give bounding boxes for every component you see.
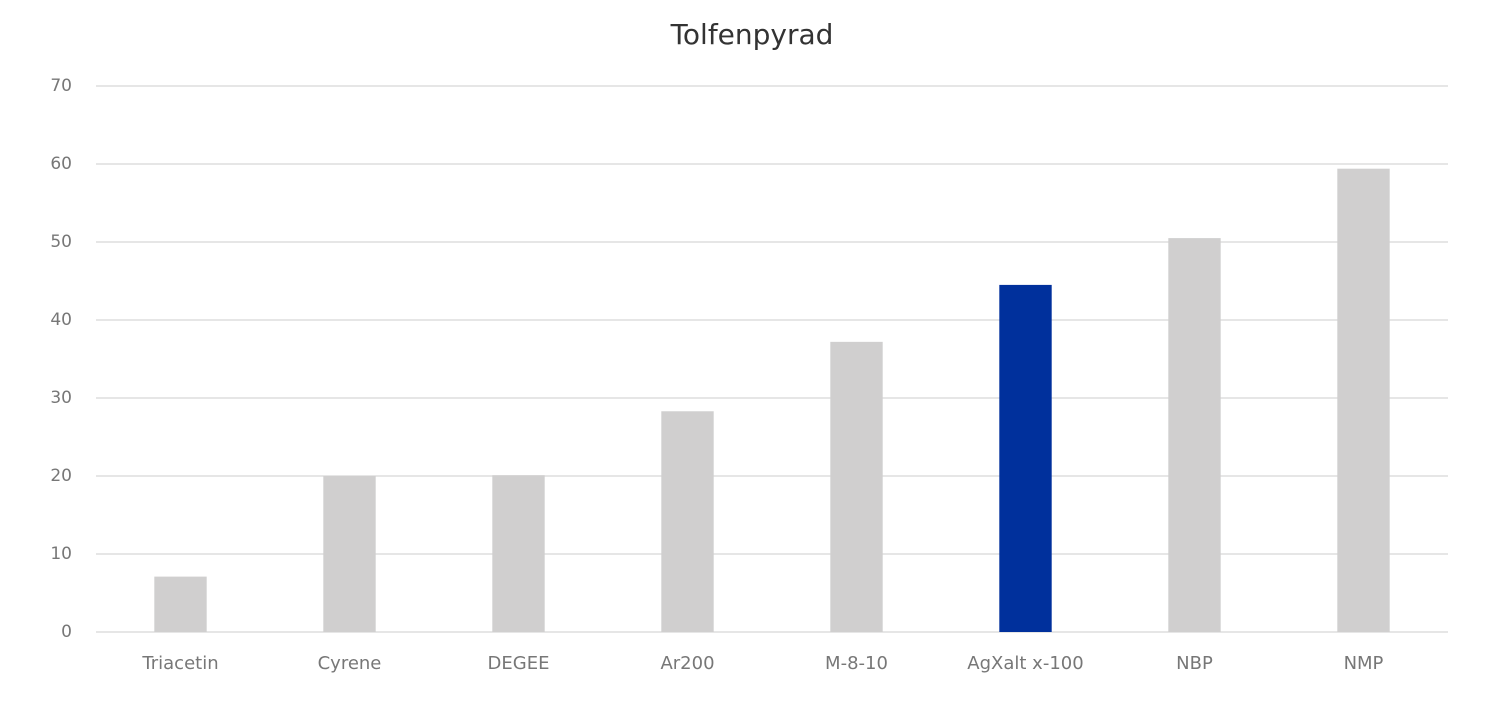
- y-tick-label: 30: [50, 388, 72, 408]
- y-tick-label: 60: [50, 154, 72, 174]
- y-tick-label: 70: [50, 76, 72, 96]
- bar: [1168, 238, 1221, 632]
- y-tick-label: 20: [50, 466, 72, 486]
- y-tick-label: 50: [50, 232, 72, 252]
- x-tick-label: Cyrene: [318, 653, 382, 674]
- y-tick-label: 0: [61, 622, 72, 642]
- x-tick-label: DEGEE: [488, 653, 550, 674]
- x-tick-label: AgXalt x-100: [967, 653, 1083, 674]
- bar: [661, 411, 714, 632]
- x-tick-label: NBP: [1176, 653, 1213, 674]
- bar: [830, 341, 883, 632]
- bar: [1337, 168, 1390, 632]
- x-tick-label: M-8-10: [825, 653, 888, 674]
- x-tick-label: Ar200: [660, 653, 714, 674]
- bar: [154, 576, 207, 632]
- bar: [323, 476, 376, 632]
- bar: [999, 284, 1052, 632]
- y-tick-label: 40: [50, 310, 72, 330]
- y-tick-label: 10: [50, 544, 72, 564]
- chart-title: Tolfenpyrad: [670, 18, 834, 51]
- x-tick-label: NMP: [1344, 653, 1384, 674]
- bar: [492, 475, 545, 632]
- x-tick-label: Triacetin: [141, 653, 218, 674]
